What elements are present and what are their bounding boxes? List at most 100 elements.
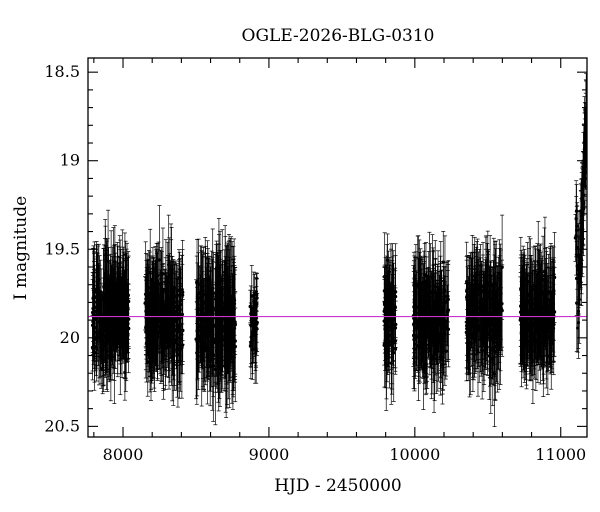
data-point (203, 300, 207, 304)
data-point (148, 320, 153, 324)
data-point (115, 282, 120, 286)
data-point (158, 312, 163, 317)
season-3 (194, 218, 238, 426)
data-point (145, 298, 149, 303)
season-6 (411, 231, 451, 413)
data-point (382, 300, 387, 305)
data-point (195, 279, 199, 284)
data-point (218, 288, 222, 293)
season-2 (143, 205, 185, 408)
data-point (118, 261, 122, 266)
data-point (206, 307, 210, 311)
data-point (497, 343, 501, 348)
data-point (438, 322, 443, 326)
data-point (146, 309, 151, 313)
data-point (109, 316, 113, 320)
data-point (167, 338, 171, 343)
season-1 (90, 209, 131, 404)
data-point (97, 320, 102, 324)
data-point (180, 312, 185, 317)
data-point (118, 275, 123, 280)
data-point (388, 291, 392, 296)
data-point (440, 362, 445, 366)
data-point (92, 288, 96, 292)
season-7 (464, 214, 505, 428)
data-point (232, 298, 237, 303)
season-4 (248, 265, 260, 384)
data-point (422, 300, 427, 304)
data-point (392, 312, 397, 317)
data-point (230, 336, 235, 341)
data-point (155, 332, 160, 337)
data-point (432, 299, 436, 303)
data-point (442, 319, 447, 323)
data-point (223, 305, 227, 310)
data-point (168, 296, 172, 301)
data-point (99, 293, 103, 298)
data-point (197, 318, 201, 322)
data-point (177, 329, 181, 334)
data-point (166, 282, 170, 287)
data-point (248, 304, 252, 309)
data-point (225, 300, 229, 304)
season-5 (382, 232, 398, 411)
data-point (103, 299, 107, 303)
data-point (392, 351, 396, 355)
data-point (104, 349, 109, 353)
data-point (216, 313, 220, 317)
data-point (113, 286, 117, 290)
data-point (97, 277, 101, 282)
data-point (221, 328, 225, 333)
data-point (249, 341, 253, 345)
data-point (114, 320, 119, 325)
chart-title: OGLE-2026-BLG-0310 (242, 26, 435, 46)
data-point (125, 310, 129, 314)
data-point (106, 327, 111, 331)
data-point (436, 332, 441, 336)
data-point (428, 321, 432, 325)
data-point (112, 281, 116, 286)
data-point (162, 338, 166, 342)
data-point (155, 299, 159, 303)
data-point (90, 310, 95, 315)
data-point (441, 260, 445, 264)
data-point (233, 322, 237, 327)
data-point (444, 300, 448, 304)
data-point (123, 303, 127, 308)
data-point (211, 316, 215, 320)
data-point (94, 287, 99, 291)
data-point (159, 330, 164, 334)
data-point (218, 362, 222, 366)
data-point (151, 299, 155, 304)
data-point (119, 324, 123, 329)
data-point (415, 325, 419, 329)
data-point (424, 361, 428, 366)
data-point (414, 281, 418, 286)
data-point (149, 339, 153, 344)
data-point (416, 311, 421, 315)
data-point (180, 345, 184, 350)
data-point (100, 338, 105, 343)
data-point (117, 320, 121, 325)
data-point (105, 304, 109, 308)
data-point (439, 343, 443, 347)
data-point (120, 287, 124, 292)
data-point (431, 303, 436, 307)
data-point (446, 327, 451, 331)
data-point (170, 291, 175, 296)
data-point (214, 296, 218, 300)
data-point (230, 354, 234, 358)
data-point (255, 326, 259, 331)
data-point (424, 311, 429, 315)
data-point (390, 344, 394, 348)
data-point (218, 322, 223, 326)
data-points-layer (90, 73, 587, 428)
data-point (146, 360, 150, 364)
data-point (417, 332, 422, 336)
data-point (420, 286, 424, 291)
data-point (393, 306, 397, 310)
data-point (249, 312, 253, 316)
data-point (424, 325, 428, 330)
data-point (227, 294, 231, 298)
